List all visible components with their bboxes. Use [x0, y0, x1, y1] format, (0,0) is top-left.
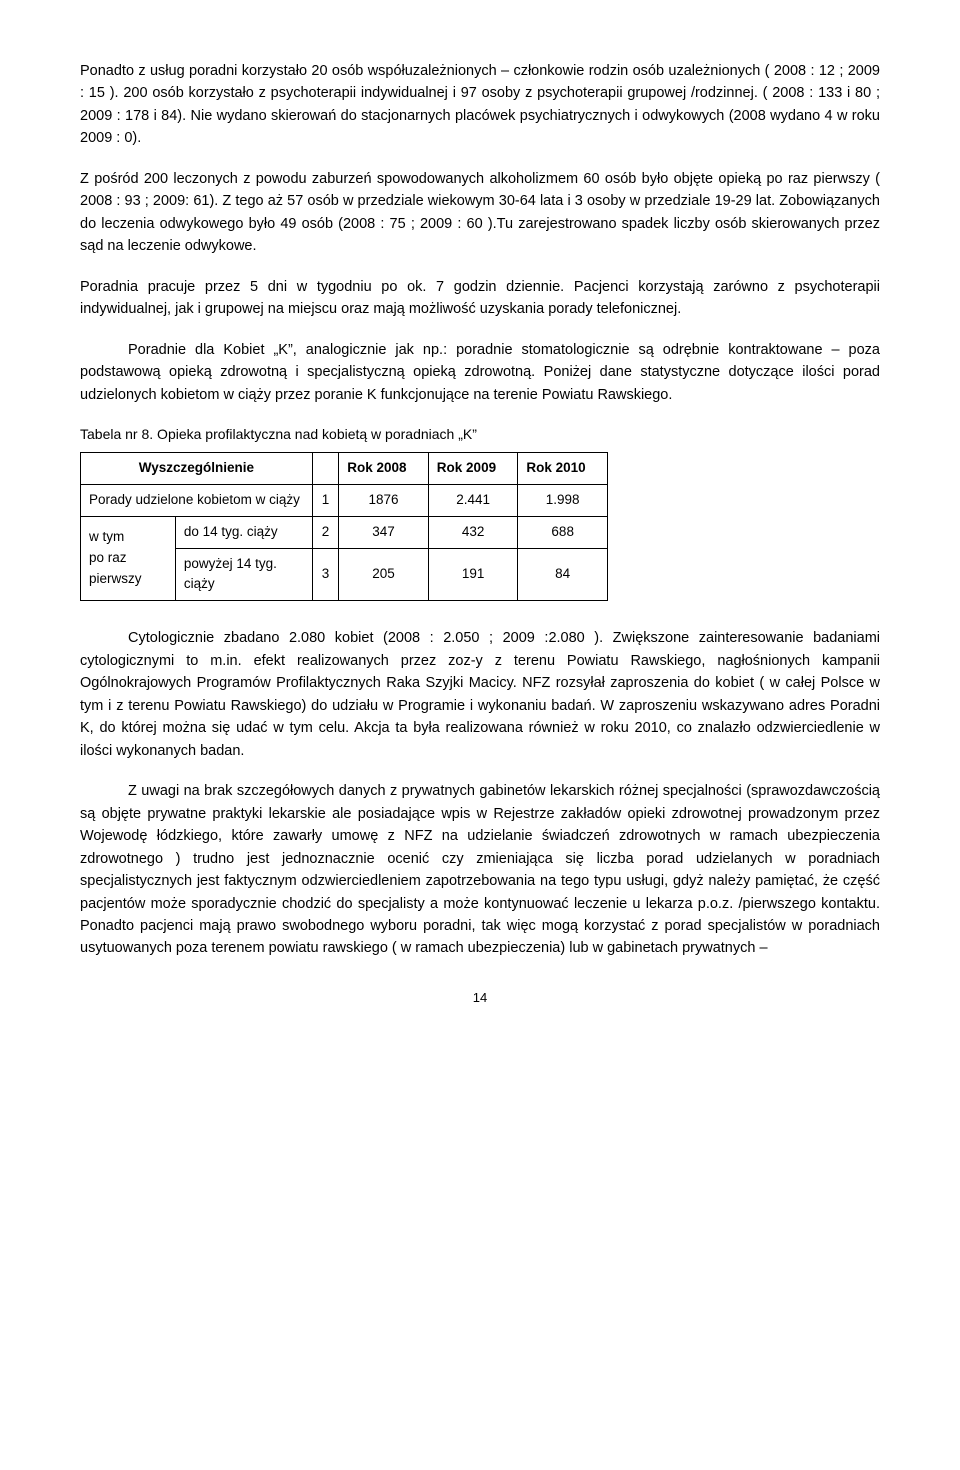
- cell: 205: [339, 548, 429, 601]
- document-page: Ponadto z usług poradni korzystało 20 os…: [0, 0, 960, 1470]
- row-label: powyżej 14 tyg. ciąży: [175, 548, 312, 601]
- col-header: Rok 2010: [518, 452, 608, 484]
- cell: 84: [518, 548, 608, 601]
- table-caption: Tabela nr 8. Opieka profilaktyczna nad k…: [80, 424, 880, 446]
- cell: 1.998: [518, 484, 608, 516]
- col-header: Rok 2009: [428, 452, 518, 484]
- table-header-row: Wyszczególnienie Rok 2008 Rok 2009 Rok 2…: [81, 452, 608, 484]
- paragraph: Ponadto z usług poradni korzystało 20 os…: [80, 60, 880, 150]
- table-row: w tym po raz pierwszy do 14 tyg. ciąży 2…: [81, 516, 608, 548]
- row-num: 1: [312, 484, 338, 516]
- row-num: 2: [312, 516, 338, 548]
- cell: 191: [428, 548, 518, 601]
- table-opieka-k: Wyszczególnienie Rok 2008 Rok 2009 Rok 2…: [80, 452, 608, 602]
- paragraph: Z uwagi na brak szczegółowych danych z p…: [80, 780, 880, 960]
- cell: 688: [518, 516, 608, 548]
- cell: 347: [339, 516, 429, 548]
- cell: 2.441: [428, 484, 518, 516]
- cell: 1876: [339, 484, 429, 516]
- table-row: Porady udzielone kobietom w ciąży 1 1876…: [81, 484, 608, 516]
- row-label: do 14 tyg. ciąży: [175, 516, 312, 548]
- col-header: Wyszczególnienie: [139, 460, 254, 475]
- row-num: 3: [312, 548, 338, 601]
- cell: 432: [428, 516, 518, 548]
- col-header: Rok 2008: [339, 452, 429, 484]
- paragraph: Z pośród 200 leczonych z powodu zaburzeń…: [80, 168, 880, 258]
- row-group-label: w tym po raz pierwszy: [81, 516, 176, 601]
- row-label: Porady udzielone kobietom w ciąży: [81, 484, 313, 516]
- paragraph: Poradnia pracuje przez 5 dni w tygodniu …: [80, 276, 880, 321]
- page-number: 14: [80, 988, 880, 1008]
- paragraph: Poradnie dla Kobiet „K”, analogicznie ja…: [80, 339, 880, 406]
- paragraph: Cytologicznie zbadano 2.080 kobiet (2008…: [80, 627, 880, 762]
